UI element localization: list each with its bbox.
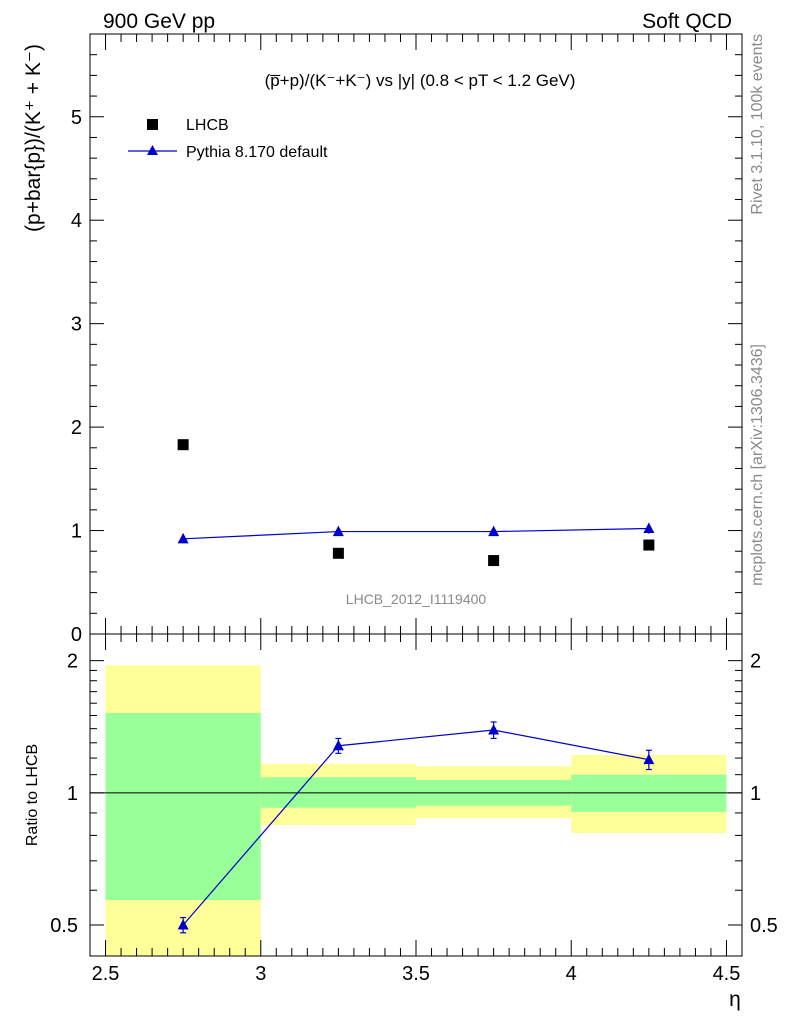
legend-pythia-marker: [147, 145, 158, 155]
ratio-data-point: [643, 753, 655, 765]
legend-lhcb-marker: [147, 119, 158, 130]
x-axis-label: η: [729, 988, 741, 1011]
pythia-line: [183, 527, 649, 540]
ratio-data-point: [177, 919, 189, 930]
main-y-axis-label: (p+bar{p})/(K⁺ + K⁻): [22, 44, 45, 232]
ratio-y-tick-label-left: 0.5: [50, 915, 78, 937]
x-tick-label: 3: [255, 963, 266, 985]
x-tick-label: 4: [566, 963, 577, 985]
header-right: Soft QCD: [642, 10, 732, 33]
ratio-panel: 0.5 0.5 1 1 2 2 2.5 3 3.5 4 4.5 Ratio to LHCB η: [24, 633, 778, 1011]
main-y-axis: 0 1 2 3 4 5: [71, 33, 742, 646]
x-tick-label: 2.5: [92, 963, 120, 985]
pythia-data-point: [488, 525, 500, 537]
ratio-y-tick-label-right: 2: [750, 651, 761, 673]
main-y-tick-label: 2: [71, 417, 82, 439]
ratio-data-point: [488, 724, 500, 735]
pythia-data-point: [177, 532, 189, 544]
main-x-axis: [105, 34, 727, 634]
ratio-x-axis: 2.5 3 3.5 4 4.5: [92, 634, 741, 985]
ratio-data-point: [332, 739, 344, 751]
main-title: (p̅+p)/(K⁻+K⁻) vs |y| (0.8 < pT < 1.2 Ge…: [265, 71, 576, 90]
main-data-marks: [177, 439, 655, 567]
main-y-tick-label: 0: [71, 624, 82, 646]
ratio-y-axis: 0.5 0.5 1 1 2 2: [50, 651, 778, 937]
x-tick-label: 3.5: [402, 963, 430, 985]
ratio-pythia-line: [182, 729, 649, 926]
main-y-tick-label: 4: [71, 210, 82, 232]
ratio-y-axis-label: Ratio to LHCB: [24, 744, 41, 846]
lhcb-data-point: [177, 439, 189, 451]
legend: LHCB Pythia 8.170 default: [128, 117, 328, 161]
pythia-data-point: [332, 525, 344, 537]
mcplots-label: mcplots.cern.ch [arXiv:1306.3436]: [749, 344, 766, 586]
main-y-tick-label: 5: [71, 107, 82, 129]
main-panel: 0 1 2 3 4 5 (p̅+p)/(K⁻+K⁻) vs |y| (0.8 < pT <…: [22, 33, 743, 646]
ratio-data-marks: [177, 721, 655, 934]
pythia-data-point: [643, 522, 655, 533]
rivet-version-label: Rivet 3.1.10, 100k events: [749, 34, 766, 215]
ratio-y-tick-label-right: 1: [750, 783, 761, 805]
ratio-y-tick-label-left: 2: [67, 651, 78, 673]
main-y-tick-label: 1: [71, 521, 82, 543]
analysis-watermark: LHCB_2012_I1119400: [346, 591, 487, 607]
green-band: [105, 712, 261, 901]
ratio-y-tick-label-right: 0.5: [750, 915, 778, 937]
x-tick-label: 4.5: [713, 963, 741, 985]
ratio-uncertainty-bands: [105, 665, 727, 956]
main-y-tick-label: 3: [71, 314, 82, 336]
lhcb-data-point: [488, 555, 500, 567]
lhcb-data-point: [332, 547, 344, 559]
ratio-y-tick-label-left: 1: [67, 783, 78, 805]
legend-pythia-label: Pythia 8.170 default: [186, 144, 328, 161]
legend-lhcb-label: LHCB: [186, 117, 229, 134]
header-left: 900 GeV pp: [103, 10, 215, 33]
lhcb-data-point: [643, 539, 655, 551]
